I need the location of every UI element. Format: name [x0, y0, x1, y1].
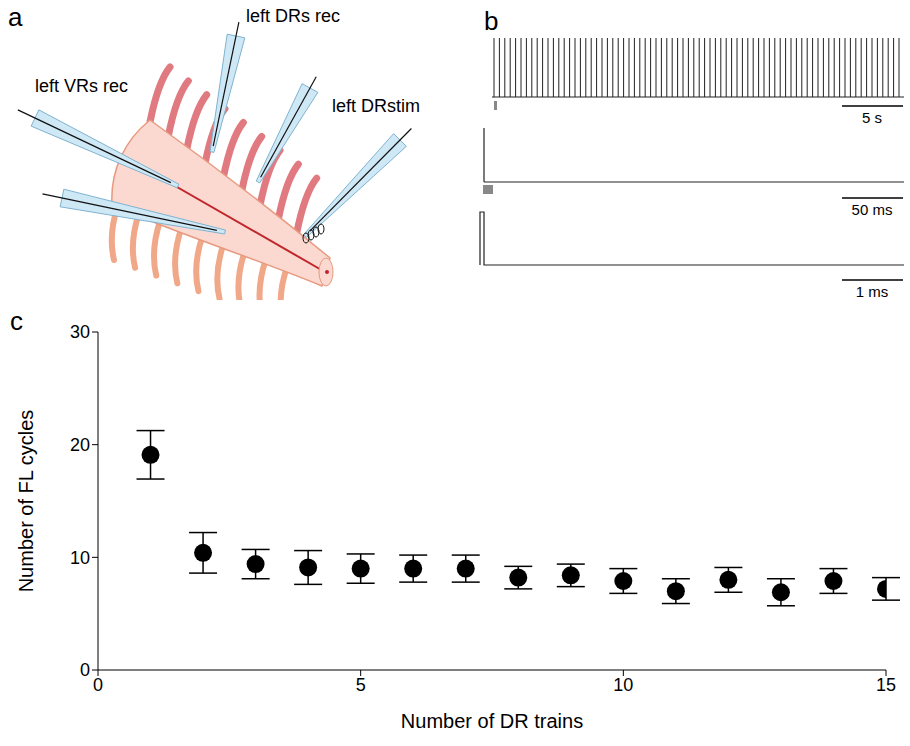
svg-text:Number of DR trains: Number of DR trains — [401, 710, 583, 732]
svg-text:30: 30 — [70, 322, 90, 342]
svg-text:10: 10 — [613, 675, 633, 695]
svg-text:50 ms: 50 ms — [852, 201, 893, 218]
svg-text:left VRs rec: left VRs rec — [35, 76, 128, 96]
svg-text:left DRs rec: left DRs rec — [246, 6, 340, 26]
svg-text:b: b — [484, 6, 498, 36]
svg-text:a: a — [8, 2, 23, 32]
svg-text:left DRstim: left DRstim — [332, 96, 420, 116]
svg-text:Number of FL cycles: Number of FL cycles — [15, 410, 37, 593]
svg-text:15: 15 — [876, 675, 896, 695]
svg-text:0: 0 — [80, 660, 90, 680]
svg-text:c: c — [10, 306, 23, 336]
svg-text:0: 0 — [93, 675, 103, 695]
svg-text:10: 10 — [70, 548, 90, 568]
svg-text:5: 5 — [356, 675, 366, 695]
svg-text:1 ms: 1 ms — [856, 283, 889, 300]
svg-text:5 s: 5 s — [862, 109, 882, 126]
svg-text:20: 20 — [70, 435, 90, 455]
